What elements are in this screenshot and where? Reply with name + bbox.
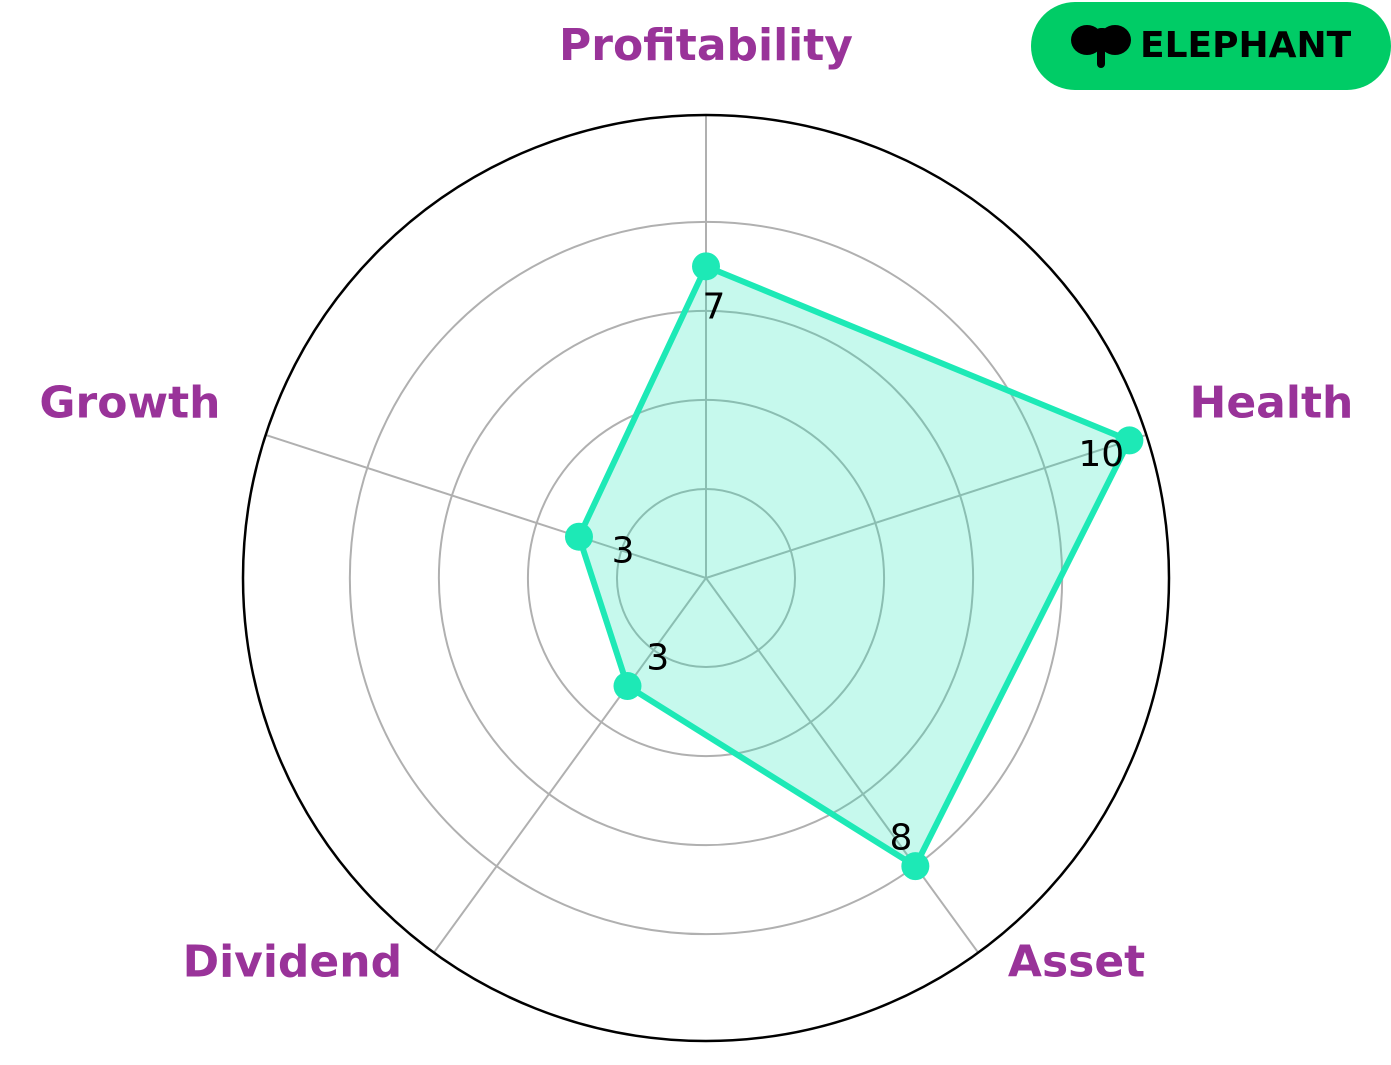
logo-badge — [1031, 2, 1391, 90]
data-point — [613, 672, 642, 701]
data-point — [692, 252, 720, 281]
category-label: Growth — [39, 377, 220, 428]
category-label: Asset — [1008, 937, 1145, 988]
logo-text: ELEPHANT — [1140, 25, 1352, 66]
logo-icon — [1071, 25, 1131, 68]
radar-area — [575, 263, 1133, 870]
spoke — [433, 577, 707, 954]
spoke — [265, 433, 707, 579]
logo: ELEPHANT — [1031, 2, 1391, 90]
data-label: 10 — [1078, 434, 1124, 475]
data-point — [901, 852, 930, 881]
category-label: Profitability — [559, 20, 853, 71]
data-label: 3 — [612, 530, 635, 571]
spoke — [705, 433, 1147, 579]
category-label: Dividend — [183, 937, 403, 988]
data-point — [564, 522, 593, 551]
spoke — [705, 577, 979, 954]
data-label: 3 — [646, 637, 669, 678]
data-label: 7 — [703, 286, 726, 327]
category-label: Health — [1190, 377, 1354, 428]
data-point — [1115, 426, 1144, 455]
outer-circle — [241, 113, 1171, 1043]
data-label: 8 — [890, 817, 913, 858]
